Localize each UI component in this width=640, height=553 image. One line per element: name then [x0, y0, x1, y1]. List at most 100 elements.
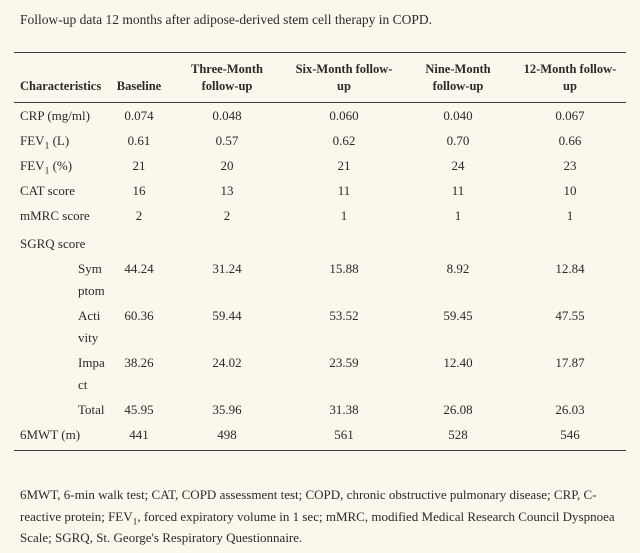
footnote-text: 6MWT, 6-min walk test; CAT, COPD assessm…: [20, 487, 597, 524]
table-row-sgrq-total: Total 45.95 35.96 31.38 26.08 26.03: [14, 398, 626, 423]
footnote: 6MWT, 6-min walk test; CAT, COPD assessm…: [20, 484, 620, 549]
column-header-characteristics: Characteristics: [20, 79, 102, 93]
cell: 12.84: [555, 261, 585, 276]
cell: 20: [220, 157, 234, 173]
cell: [402, 228, 514, 257]
cell: 60.36: [124, 308, 154, 323]
cell: 1: [566, 207, 574, 223]
cell: 26.08: [443, 402, 473, 417]
row-label-text: FEV: [20, 132, 45, 148]
cell: 11: [451, 182, 465, 198]
cell: 21: [337, 157, 351, 173]
table-row-sgrq-symptom: Sym ptom 44.24 31.24 15.88 8.92 12.84: [14, 257, 626, 304]
row-label: mMRC score: [20, 207, 90, 223]
row-label: FEV1 (L): [14, 128, 110, 153]
row-label-text: FEV: [20, 157, 45, 173]
table-row-sgrq-activity: Acti vity 60.36 59.44 53.52 59.45 47.55: [14, 304, 626, 351]
row-label-line: Impa: [78, 355, 105, 370]
cell: 2: [223, 207, 231, 223]
cell: 45.95: [124, 402, 154, 417]
cell: 0.048: [212, 107, 242, 123]
cell: [286, 228, 402, 257]
data-table: Characteristics Baseline Three-Month fol…: [14, 52, 626, 451]
cell: 23.59: [329, 355, 359, 370]
table-row-mmrc: mMRC score 2 2 1 1 1: [14, 203, 626, 228]
cell: 546: [560, 427, 580, 442]
cell: 0.067: [555, 107, 585, 123]
column-header-line: Six-Month follow-: [295, 62, 393, 76]
table-row-6mwt: 6MWT (m) 441 498 561 528 546: [14, 423, 626, 451]
table-row-fev1-pct: FEV1 (%) 21 20 21 24 23: [14, 153, 626, 178]
cell: 441: [129, 427, 149, 442]
row-label: Impa ct: [14, 351, 110, 398]
cell: 2: [135, 207, 143, 223]
table-row-fev1-l: FEV1 (L) 0.61 0.57 0.62 0.70 0.66: [14, 128, 626, 153]
cell: 0.060: [329, 107, 359, 123]
cell: 498: [217, 427, 237, 442]
cell: 528: [448, 427, 468, 442]
row-label: Acti vity: [14, 304, 110, 351]
cell: 0.040: [443, 107, 473, 123]
table-row-crp: CRP (mg/ml) 0.074 0.048 0.060 0.040 0.06…: [14, 103, 626, 129]
cell: 0.074: [124, 107, 154, 123]
cell: 23: [563, 157, 577, 173]
subscript: 1: [132, 517, 138, 528]
cell: 0.57: [215, 132, 239, 148]
cell: 13: [220, 182, 234, 198]
cell: 35.96: [212, 402, 242, 417]
cell: 561: [334, 427, 354, 442]
cell: 26.03: [555, 402, 585, 417]
table-title: Follow-up data 12 months after adipose-d…: [20, 12, 433, 27]
header-row: Characteristics Baseline Three-Month fol…: [14, 52, 626, 103]
cell: [110, 228, 168, 257]
cell: 10: [563, 182, 577, 198]
row-label: CAT score: [20, 182, 76, 198]
column-header-three-month: Three-Month follow-up: [168, 53, 286, 103]
subscript: 1: [44, 166, 50, 177]
cell: 15.88: [329, 261, 359, 276]
cell: 0.61: [127, 132, 151, 148]
cell: 59.45: [443, 308, 473, 323]
footnote-text: , forced expiratory volume in 1 sec; mMR…: [20, 508, 615, 546]
row-label: FEV1 (%): [14, 153, 110, 178]
table-row-sgrq-impact: Impa ct 38.26 24.02 23.59 12.40 17.87: [14, 351, 626, 398]
row-label-line: vity: [78, 330, 99, 345]
cell: 38.26: [124, 355, 154, 370]
cell: 16: [132, 182, 146, 198]
cell: 21: [132, 157, 146, 173]
cell: [514, 228, 626, 257]
cell: 31.38: [329, 402, 359, 417]
cell: 59.44: [212, 308, 242, 323]
cell: 1: [454, 207, 462, 223]
cell: [168, 228, 286, 257]
column-header-line: Nine-Month: [425, 62, 491, 76]
column-header-six-month: Six-Month follow- up: [286, 53, 402, 103]
column-header-line: up: [337, 79, 351, 93]
cell: 0.66: [558, 132, 582, 148]
cell: 8.92: [446, 261, 470, 276]
row-label: Sym ptom: [14, 257, 110, 304]
cell: 17.87: [555, 355, 585, 370]
column-header-twelve-month: 12-Month follow- up: [514, 53, 626, 103]
row-label-line: ptom: [78, 283, 105, 298]
cell: 44.24: [124, 261, 154, 276]
row-label-text: (%): [49, 157, 73, 173]
cell: 24.02: [212, 355, 242, 370]
cell: 24: [451, 157, 465, 173]
cell: 0.62: [332, 132, 356, 148]
cell: 31.24: [212, 261, 242, 276]
subscript: 1: [44, 141, 50, 152]
row-label: CRP (mg/ml): [20, 107, 90, 123]
cell: 47.55: [555, 308, 585, 323]
table-row-sgrq-section: SGRQ score: [14, 228, 626, 257]
column-header-nine-month: Nine-Month follow-up: [402, 53, 514, 103]
cell: 11: [337, 182, 351, 198]
row-label-line: ct: [78, 377, 88, 392]
cell: 53.52: [329, 308, 359, 323]
column-header-line: follow-up: [432, 79, 484, 93]
table-row-cat: CAT score 16 13 11 11 10: [14, 178, 626, 203]
column-header-line: up: [563, 79, 577, 93]
column-header-baseline: Baseline: [116, 79, 162, 93]
cell: 1: [340, 207, 348, 223]
